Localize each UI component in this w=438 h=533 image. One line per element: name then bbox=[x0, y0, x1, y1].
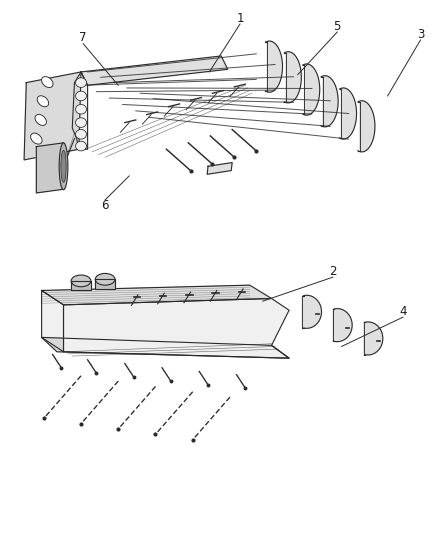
Polygon shape bbox=[71, 281, 91, 290]
Text: 1: 1 bbox=[236, 12, 244, 25]
Polygon shape bbox=[284, 52, 301, 103]
Ellipse shape bbox=[61, 150, 66, 182]
Ellipse shape bbox=[59, 143, 68, 190]
Text: 3: 3 bbox=[417, 28, 424, 41]
Ellipse shape bbox=[76, 91, 86, 101]
Ellipse shape bbox=[37, 96, 49, 107]
Ellipse shape bbox=[76, 118, 86, 127]
Ellipse shape bbox=[42, 77, 53, 87]
Polygon shape bbox=[364, 322, 383, 355]
Polygon shape bbox=[42, 290, 64, 352]
Ellipse shape bbox=[35, 115, 46, 125]
Text: 7: 7 bbox=[79, 31, 87, 44]
Ellipse shape bbox=[76, 141, 86, 151]
Ellipse shape bbox=[31, 133, 42, 144]
Ellipse shape bbox=[71, 275, 91, 287]
Polygon shape bbox=[42, 337, 289, 358]
Ellipse shape bbox=[95, 273, 115, 285]
Polygon shape bbox=[42, 285, 272, 305]
Polygon shape bbox=[333, 309, 352, 342]
Text: 6: 6 bbox=[101, 199, 109, 212]
Polygon shape bbox=[64, 298, 289, 358]
Polygon shape bbox=[95, 279, 115, 289]
Polygon shape bbox=[36, 143, 64, 193]
Ellipse shape bbox=[76, 104, 86, 114]
Polygon shape bbox=[302, 295, 321, 328]
Text: 2: 2 bbox=[329, 265, 337, 278]
Text: 5: 5 bbox=[334, 20, 341, 33]
Polygon shape bbox=[358, 101, 375, 152]
Polygon shape bbox=[72, 72, 88, 149]
Polygon shape bbox=[321, 76, 338, 127]
Polygon shape bbox=[339, 88, 357, 139]
Ellipse shape bbox=[76, 78, 86, 87]
Polygon shape bbox=[265, 41, 283, 92]
Polygon shape bbox=[24, 72, 81, 160]
Polygon shape bbox=[81, 56, 228, 85]
Text: 4: 4 bbox=[399, 305, 407, 318]
Ellipse shape bbox=[76, 130, 86, 139]
Polygon shape bbox=[207, 163, 232, 174]
Polygon shape bbox=[303, 64, 320, 115]
